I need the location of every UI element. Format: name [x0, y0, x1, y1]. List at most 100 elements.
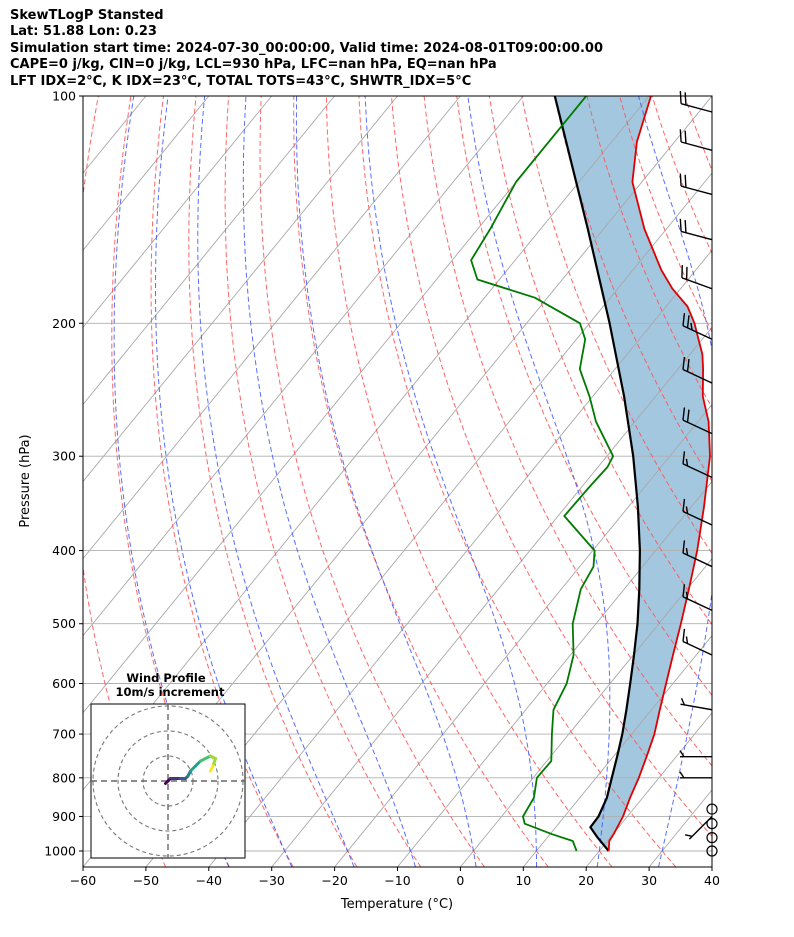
- indices-line-1: CAPE=0 j/kg, CIN=0 j/kg, LCL=930 hPa, LF…: [10, 57, 497, 73]
- wind-barb: [682, 356, 713, 384]
- dry-adiabat: [325, 96, 613, 867]
- y-tick-label: 400: [52, 543, 76, 558]
- dry-adiabat: [293, 96, 549, 867]
- barb-half: [684, 834, 693, 837]
- barb-shaft: [682, 463, 713, 479]
- x-tick-label: −20: [321, 873, 347, 888]
- isotherm-line: [83, 96, 273, 329]
- barb-full: [682, 498, 686, 512]
- barb-full: [682, 451, 686, 464]
- x-tick-label: 40: [704, 873, 720, 888]
- title-block: SkewTLogP Stansted Lat: 51.88 Lon: 0.23 …: [10, 8, 603, 90]
- time-line: Simulation start time: 2024-07-30_00:00:…: [10, 40, 603, 56]
- isotherm-line: [711, 866, 712, 867]
- dewpoint-line: [470, 96, 614, 852]
- isotherm-line: [83, 96, 461, 560]
- parcel-line: [553, 96, 641, 852]
- barb-full: [686, 409, 690, 423]
- x-axis-label: Temperature (°C): [340, 897, 453, 912]
- barb-half: [685, 458, 689, 467]
- barb-full: [682, 407, 686, 421]
- barb-half: [685, 591, 689, 600]
- wind-barb: [682, 451, 713, 479]
- y-tick-label: 600: [52, 676, 76, 691]
- y-tick-label: 100: [52, 89, 76, 104]
- isotherm-line: [83, 96, 210, 251]
- isotherm-grid: [83, 96, 712, 867]
- barb-shaft: [680, 103, 713, 113]
- wind-barb: [682, 498, 713, 526]
- isotherm-line: [83, 96, 587, 714]
- dry-adiabat: [391, 96, 712, 838]
- barb-full: [684, 174, 687, 188]
- barb-shaft: [682, 368, 713, 384]
- x-tick-label: −50: [133, 873, 159, 888]
- barb-half: [690, 322, 693, 331]
- moist-adiabat: [364, 96, 537, 867]
- isotherm-line: [83, 96, 398, 483]
- wind-barb: [679, 218, 713, 241]
- x-tick-label: 0: [456, 873, 464, 888]
- inset-subtitle: 10m/s increment: [116, 685, 225, 699]
- wind-barb: [679, 750, 712, 758]
- wind-barb: [684, 815, 713, 840]
- dry-adiabat: [488, 96, 712, 626]
- barb-full: [682, 628, 686, 642]
- wind-barb: [682, 584, 713, 611]
- barb-shaft: [682, 552, 713, 568]
- wind-barb: [682, 540, 713, 568]
- isotherm-line: [585, 712, 712, 867]
- wind-barb: [679, 173, 713, 196]
- y-tick-label: 800: [52, 770, 76, 785]
- sounding-profiles: [470, 96, 711, 852]
- isotherm-line: [208, 249, 712, 867]
- barb-shaft: [680, 230, 713, 241]
- x-tick-label: 20: [578, 873, 594, 888]
- dry-adiabat: [188, 96, 358, 867]
- isotherm-line: [83, 96, 84, 97]
- barb-full: [682, 313, 686, 326]
- isotherm-line: [271, 326, 712, 867]
- barb-full: [679, 173, 682, 187]
- wind-barb: [682, 313, 713, 340]
- x-tick-label: 30: [641, 873, 657, 888]
- chart-title: SkewTLogP Stansted: [10, 8, 164, 23]
- barb-full: [684, 92, 687, 106]
- moist-adiabat: [720, 96, 794, 867]
- barb-shaft: [680, 703, 713, 711]
- hodograph-segment: [209, 764, 215, 773]
- barb-full: [682, 540, 686, 554]
- barb-shaft: [682, 325, 713, 340]
- barb-shaft: [682, 510, 713, 526]
- wind-barb: [682, 407, 713, 435]
- dry-adiabat: [423, 96, 712, 767]
- isotherm-line: [334, 403, 712, 867]
- barb-full: [684, 130, 687, 144]
- barb-shaft: [680, 141, 713, 151]
- isotherm-line: [83, 96, 335, 406]
- barb-full: [679, 129, 682, 143]
- barb-shaft: [688, 815, 713, 840]
- x-tick-label: 10: [515, 873, 531, 888]
- wind-barb: [681, 265, 713, 290]
- indices-line-2: LFT IDX=2°C, K IDX=23°C, TOTAL TOTS=43°C…: [10, 73, 472, 89]
- barb-shaft: [681, 277, 713, 290]
- y-tick-label: 500: [52, 616, 76, 631]
- barb-full: [684, 220, 687, 233]
- barb-shaft: [682, 596, 713, 611]
- dry-adiabat: [259, 96, 485, 867]
- barb-full: [686, 315, 690, 328]
- dry-adiabat: [717, 96, 794, 867]
- barb-shaft: [680, 185, 713, 196]
- y-tick-label: 1000: [44, 844, 76, 859]
- barb-full: [682, 356, 686, 370]
- moist-adiabat: [242, 96, 416, 867]
- isotherm-line: [145, 172, 712, 867]
- barb-full: [679, 218, 682, 232]
- hodograph-ring: [117, 730, 219, 832]
- isotherm-line: [460, 557, 712, 867]
- moist-adiabat: [197, 96, 355, 867]
- barb-half: [685, 547, 689, 556]
